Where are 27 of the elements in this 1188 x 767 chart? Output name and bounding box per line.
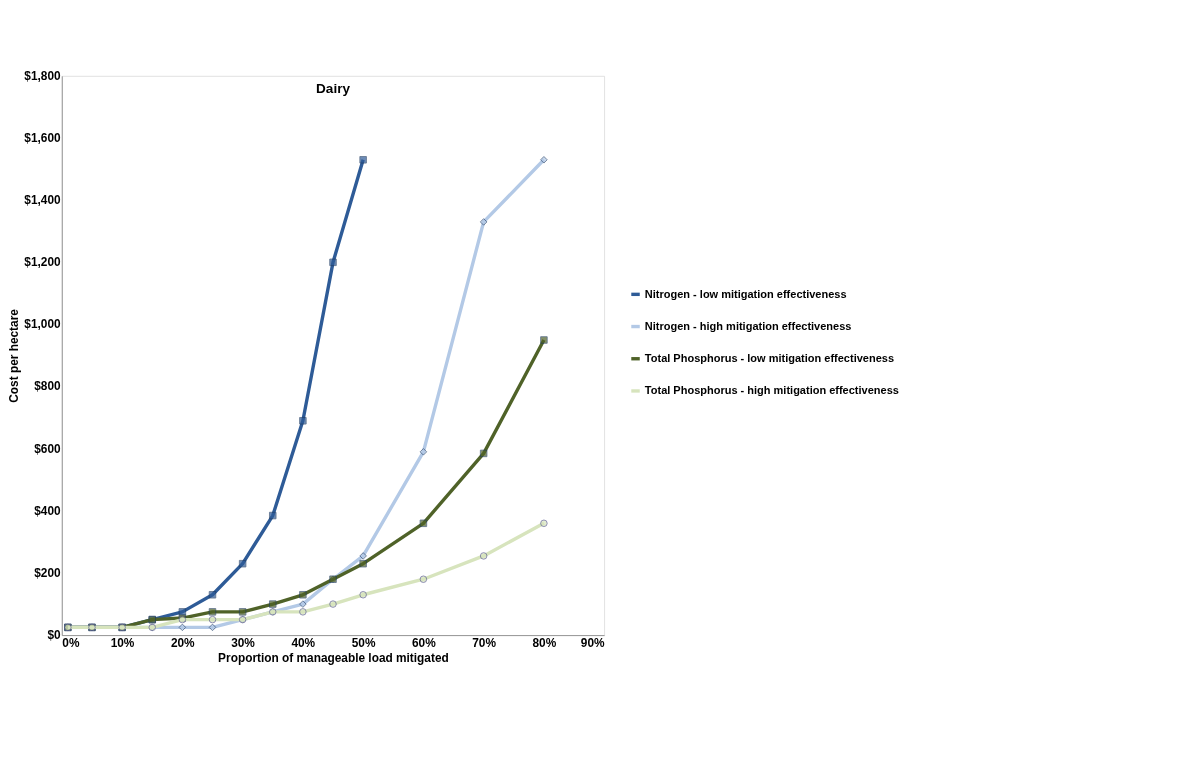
y-tick-label: $400 [34, 503, 61, 518]
y-tick-label: $800 [34, 379, 61, 394]
x-tick-label: 50% [351, 635, 376, 650]
legend-label: Total Phosphorus - high mitigation effectiveness [644, 384, 899, 397]
y-tick-label: $1,200 [24, 255, 61, 270]
y-axis-title: Cost per hectare [7, 308, 22, 403]
x-tick-label: 30% [231, 635, 256, 650]
y-tick-label: $1,000 [24, 317, 61, 332]
legend-label: Nitrogen - high mitigation effectiveness [644, 319, 852, 332]
y-tick-label: $1,600 [24, 130, 61, 145]
y-tick-label: $600 [34, 441, 61, 456]
x-axis-title: Proportion of manageable load mitigated [218, 650, 449, 665]
legend-label: Total Phosphorus - low mitigation effectiveness [644, 352, 895, 365]
chart-title: Dairy [316, 80, 351, 96]
y-tick-label: $0 [47, 627, 61, 642]
y-tick-label: $1,800 [24, 68, 61, 83]
x-tick-label: 60% [411, 635, 437, 650]
x-tick-label: 10% [110, 635, 135, 650]
x-tick-label: 70% [472, 635, 497, 650]
x-tick-label: 40% [291, 635, 316, 650]
y-tick-label: $1,400 [24, 192, 61, 207]
x-tick-label: 80% [532, 635, 557, 650]
x-tick-label: 90% [580, 635, 606, 650]
y-tick-label: $200 [34, 565, 61, 580]
x-tick-label: 20% [170, 635, 196, 650]
legend-label: Nitrogen - low mitigation effectiveness [644, 287, 847, 300]
x-tick-label: 0% [62, 635, 80, 650]
